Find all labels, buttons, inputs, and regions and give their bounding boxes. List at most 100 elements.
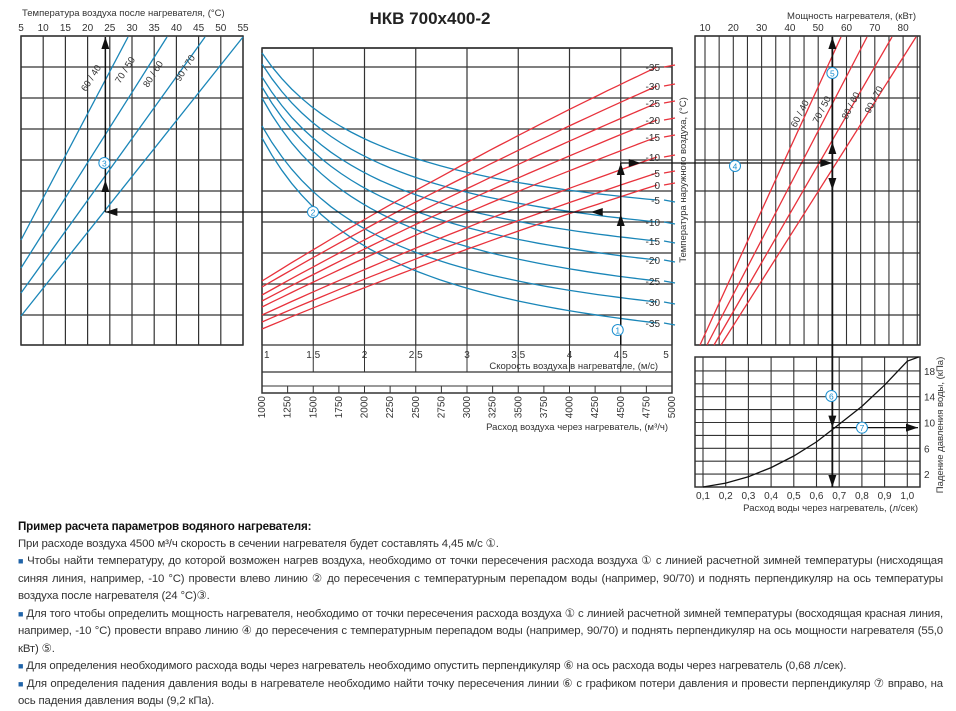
blue-series-line [261,97,658,282]
speed-tick-label: 3 [464,350,470,361]
blue-label-tick [663,322,676,326]
y-tick-label: 14 [924,393,936,404]
red-label-tick [663,117,676,121]
blue-label-tick [663,280,676,284]
notes-bullet-text: Для того чтобы определить мощность нагре… [18,607,943,655]
speed-tick-label: 1 [264,350,270,361]
x-tick-label: 0,4 [764,491,778,502]
x-tick-label: 25 [104,23,116,34]
step-marker-label: 5 [830,68,835,78]
series-label: 70 / 50 [811,94,834,125]
series-line [706,36,868,346]
chart-title: НКВ 700x400-2 [370,9,491,28]
series-label: 60 / 40 [789,98,812,129]
series-line [720,36,917,346]
notes-bullet-text: Чтобы найти температуру, до которой возм… [18,555,943,602]
flow-tick-label: 2750 [436,396,447,419]
flow-tick-label: 1500 [308,396,319,419]
x-tick-label: 35 [149,23,161,34]
step-marker-circle [825,390,838,402]
blue-series-line [261,52,658,201]
x-tick-label: 10 [38,23,50,34]
red-series-label: -30 [646,82,661,93]
pressure-curve [702,356,919,488]
step-marker-label: 2 [311,207,316,217]
series-line [20,36,206,294]
red-label-tick [663,83,676,87]
step-marker-circle [826,67,839,79]
arrow-down-icon [828,415,837,428]
x-tick-label: 50 [813,23,825,34]
red-label-tick [663,100,676,104]
flow-tick-label: 3500 [513,396,524,419]
x-tick-label: 55 [237,23,249,34]
speed-tick-label: 4 [567,350,573,361]
red-series-label: -35 [646,63,661,74]
red-series-line [261,184,658,330]
x-tick-label: 30 [126,23,138,34]
y-tick-label: 6 [924,444,930,455]
red-series-line [261,156,658,316]
speed-axis-label: Скорость воздуха в нагревателе, (м/с) [489,361,658,372]
speed-tick-label: 2,5 [409,350,423,361]
nomogram: НКВ 700x400-2 Температура воздуха после … [18,8,946,514]
red-series-label: -20 [646,116,661,127]
blue-series-label: -25 [646,277,661,288]
arrow-up-icon [616,163,625,175]
red-series-line [261,85,658,288]
blue-series-line [261,76,658,242]
flow-tick-label: 3000 [462,396,473,419]
square-bullet-icon: ■ [18,556,25,566]
flow-tick-label: 2250 [385,396,396,419]
step-marker-circle [729,160,741,172]
red-label-tick [663,64,676,68]
blue-series-label: -35 [646,319,661,330]
plot-frame [20,35,244,346]
series-label: 90 / 70 [863,84,886,115]
notes-bullet-text: Для определения необходимого расхода вод… [26,660,847,672]
red-series-line [261,136,658,308]
notes-heading: Пример расчета параметров водяного нагре… [18,520,312,533]
series-label: 70 / 50 [113,55,138,85]
red-series-line [261,102,658,296]
calculation-notes: Пример расчета параметров водяного нагре… [18,518,943,711]
blue-label-tick [663,240,676,244]
blue-series-label: -30 [646,298,661,309]
red-series-line [261,66,658,282]
x-tick-label: 70 [869,23,881,34]
speed-tick-label: 5 [663,350,669,361]
square-bullet-icon: ■ [18,678,24,689]
step-marker-label: 4 [733,161,738,171]
x-tick-label: 0,7 [832,491,846,502]
red-series-label: -10 [646,153,661,164]
notes-bullet: ■ Для определения необходимого расхода во… [18,658,943,676]
x-tick-label: 80 [898,23,910,34]
red-label-tick [663,134,676,138]
right-x-axis-label: Мощность нагревателя, (кВт) [787,11,916,22]
red-series-line [261,119,658,302]
arrow-up-icon [101,180,110,192]
arrow-left-icon [105,208,118,216]
notes-bullet-text: Для определения падения давления воды в … [18,677,943,708]
red-series-label: -25 [646,99,661,110]
x-tick-label: 0,3 [741,491,755,502]
outdoor-temp-axis-label: Температура наружного воздуха, (°C) [678,97,689,263]
blue-series-label: -15 [646,237,661,248]
speed-tick-label: 1,5 [306,350,320,361]
blue-series-label: -5 [651,196,660,207]
blue-label-tick [663,199,676,203]
arrow-right-icon [820,159,833,167]
flow-tick-label: 1750 [334,396,345,419]
flow-tick-label: 5000 [667,396,678,419]
blue-series-line [261,86,658,261]
arrow-left-icon [590,208,603,216]
flow-tick-label: 1000 [257,396,268,419]
red-label-tick [663,182,676,186]
x-tick-label: 0,1 [696,491,710,502]
flow-tick-label: 2000 [360,396,371,419]
arrow-right-icon [628,159,641,167]
y-tick-label: 18 [924,367,936,378]
x-tick-label: 5 [18,23,24,34]
step-marker-label: 7 [860,423,865,433]
x-tick-label: 40 [784,23,796,34]
